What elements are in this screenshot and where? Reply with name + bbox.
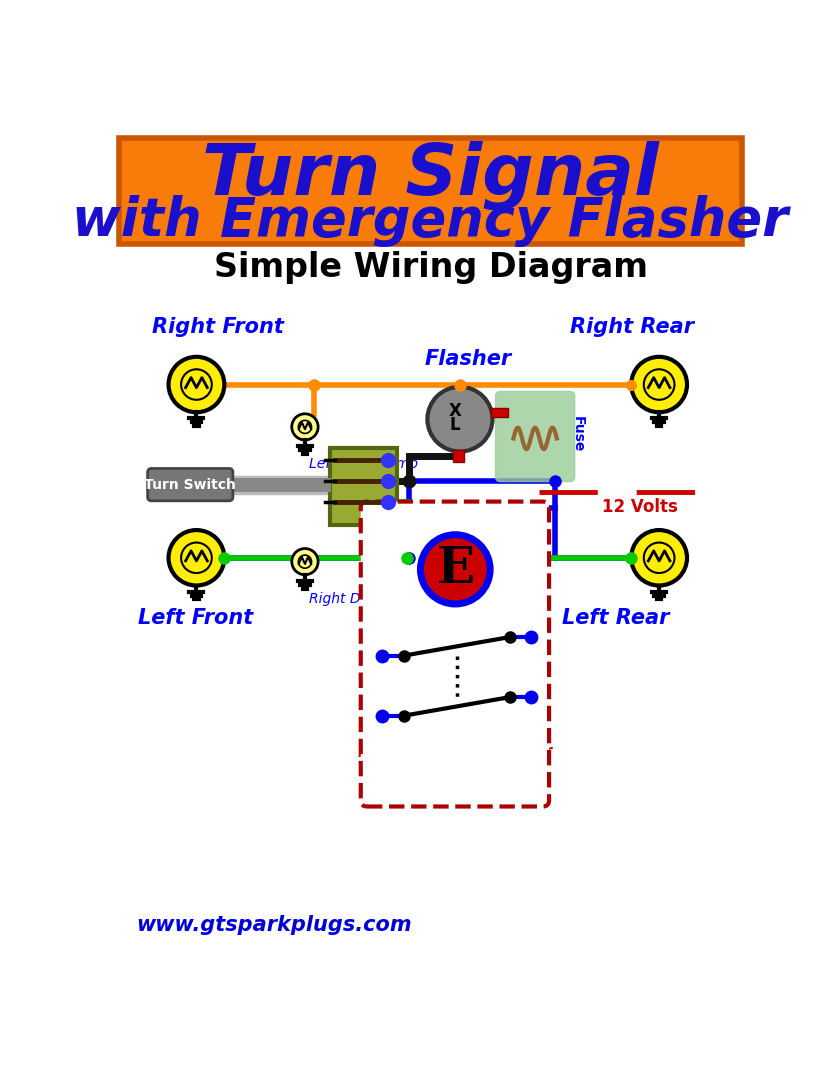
Text: Left Front: Left Front [138,608,253,628]
Text: 12 Volts: 12 Volts [601,499,678,516]
Circle shape [631,530,687,586]
FancyBboxPatch shape [148,468,233,501]
Bar [491,408,508,417]
Text: Right Dash Lamp: Right Dash Lamp [309,591,428,605]
Circle shape [169,357,224,412]
Text: Emergency Flasher
Switch: Emergency Flasher Switch [359,744,553,784]
Circle shape [291,549,318,575]
Bar [453,450,464,462]
FancyBboxPatch shape [119,138,742,245]
Text: X: X [449,402,462,421]
Text: www.gtsparkplugs.com: www.gtsparkplugs.com [136,915,412,935]
Circle shape [421,535,491,604]
Text: Left Rear: Left Rear [562,608,669,628]
FancyBboxPatch shape [496,391,575,482]
FancyBboxPatch shape [330,449,397,525]
Text: Right Front: Right Front [151,316,283,337]
Circle shape [169,530,224,586]
Text: Simple Wiring Diagram: Simple Wiring Diagram [213,251,648,284]
Circle shape [428,387,492,451]
Text: E: E [436,545,475,594]
Circle shape [291,414,318,440]
Text: Left Dash Lamp: Left Dash Lamp [309,457,417,471]
Text: Turn Switch: Turn Switch [144,477,236,491]
Text: with Emergency Flasher: with Emergency Flasher [72,196,789,248]
Text: L: L [450,416,460,435]
FancyBboxPatch shape [360,501,549,807]
Circle shape [631,357,687,412]
Text: Turn Signal: Turn Signal [202,140,659,210]
Text: Flasher: Flasher [424,349,512,370]
Text: Fuse: Fuse [570,416,585,453]
Text: Right Rear: Right Rear [570,316,694,337]
